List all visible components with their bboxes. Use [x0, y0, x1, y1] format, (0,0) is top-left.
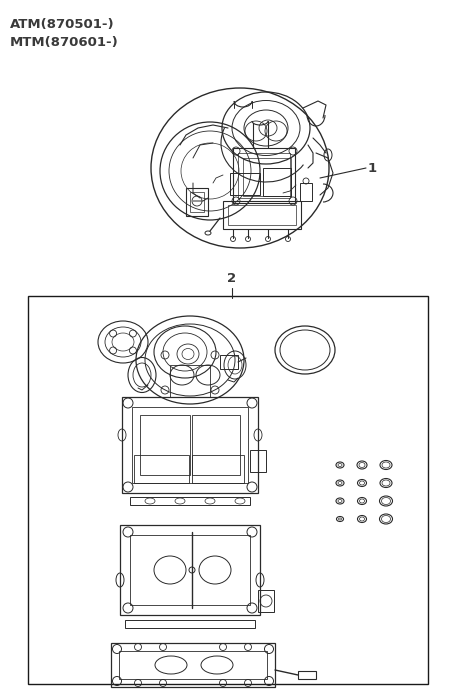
Bar: [192, 415, 239, 475]
Bar: [297, 671, 315, 679]
Bar: [119, 651, 266, 679]
Bar: [111, 643, 275, 687]
Bar: [263, 168, 290, 196]
Bar: [232, 148, 294, 203]
Bar: [300, 183, 311, 201]
Bar: [243, 158, 290, 196]
Bar: [140, 415, 189, 475]
Bar: [227, 205, 295, 225]
Text: ATM(870501-): ATM(870501-): [10, 18, 114, 31]
Bar: [131, 407, 247, 483]
Bar: [130, 497, 250, 505]
Bar: [189, 192, 204, 212]
Bar: [192, 455, 244, 483]
Text: 1: 1: [367, 161, 376, 174]
Text: MTM(870601-): MTM(870601-): [10, 36, 119, 49]
Bar: [130, 535, 250, 605]
Bar: [28, 296, 427, 684]
Bar: [120, 525, 259, 615]
Bar: [125, 620, 255, 628]
Bar: [250, 450, 265, 472]
Bar: [238, 153, 289, 198]
Bar: [230, 173, 259, 195]
Bar: [134, 455, 188, 483]
Bar: [169, 365, 210, 397]
Bar: [257, 590, 274, 612]
Bar: [186, 188, 207, 216]
Bar: [122, 397, 257, 493]
Bar: [219, 355, 238, 369]
Bar: [223, 201, 300, 229]
Text: 2: 2: [227, 272, 236, 285]
